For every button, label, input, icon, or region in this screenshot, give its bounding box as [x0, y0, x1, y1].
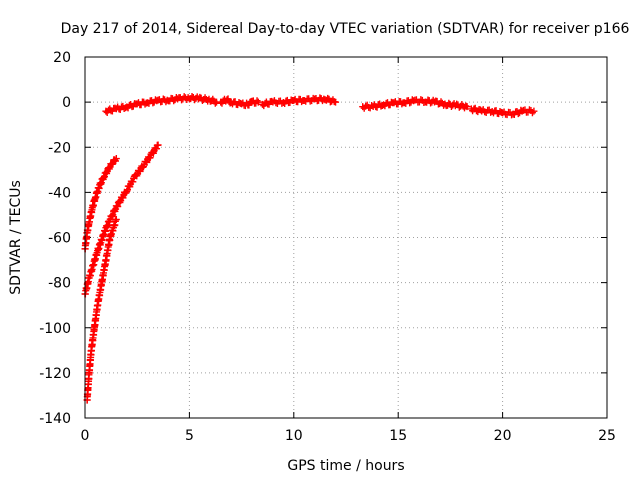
series-arc-day-3 — [258, 94, 340, 110]
data-point — [154, 141, 162, 149]
x-tick-label: 20 — [494, 428, 512, 444]
chart-title: Day 217 of 2014, Sidereal Day-to-day VTE… — [61, 21, 630, 37]
y-tick-label: -120 — [39, 366, 71, 382]
data-point — [463, 103, 471, 111]
y-tick-label: -140 — [39, 411, 71, 427]
y-tick-label: -100 — [39, 321, 71, 337]
y-tick-label: -40 — [48, 185, 71, 201]
x-axis-label: GPS time / hours — [287, 458, 404, 474]
series-arc-day-1 — [102, 92, 221, 116]
data-point — [528, 109, 536, 117]
data-point — [115, 197, 123, 205]
series-arc-rise-2 — [81, 141, 162, 298]
data-point — [123, 187, 131, 195]
data-point — [112, 215, 120, 223]
data-point — [254, 98, 262, 106]
data-point — [530, 107, 538, 115]
data-point — [332, 98, 340, 106]
data-points — [81, 92, 538, 404]
y-tick-label: -80 — [48, 276, 71, 292]
y-tick-label: 20 — [53, 50, 71, 66]
x-tick-label: 10 — [285, 428, 303, 444]
grid — [85, 57, 607, 418]
y-axis-label: SDTVAR / TECUs — [8, 180, 24, 295]
series-arc-rise-3 — [83, 215, 120, 404]
series-arc-rise-1 — [81, 155, 120, 253]
x-tick-label: 15 — [389, 428, 407, 444]
x-tick-label: 0 — [81, 428, 90, 444]
data-point — [253, 97, 261, 105]
series-arc-day-4 — [359, 96, 471, 112]
y-tick-label: -20 — [48, 140, 71, 156]
y-tick-label: 0 — [62, 95, 71, 111]
data-point — [129, 178, 137, 186]
data-point — [153, 145, 161, 153]
data-point — [136, 167, 144, 175]
series-arc-day-5 — [467, 104, 538, 119]
x-tick-label: 5 — [185, 428, 194, 444]
data-point — [108, 160, 116, 168]
y-tick-label: -60 — [48, 231, 71, 247]
x-tick-label: 25 — [598, 428, 616, 444]
data-point — [146, 154, 154, 162]
data-point — [437, 98, 445, 106]
series-arc-day-2 — [217, 95, 262, 110]
data-point — [324, 94, 332, 102]
data-point — [112, 155, 120, 163]
data-point — [211, 99, 219, 107]
plot-frame — [84, 56, 608, 419]
